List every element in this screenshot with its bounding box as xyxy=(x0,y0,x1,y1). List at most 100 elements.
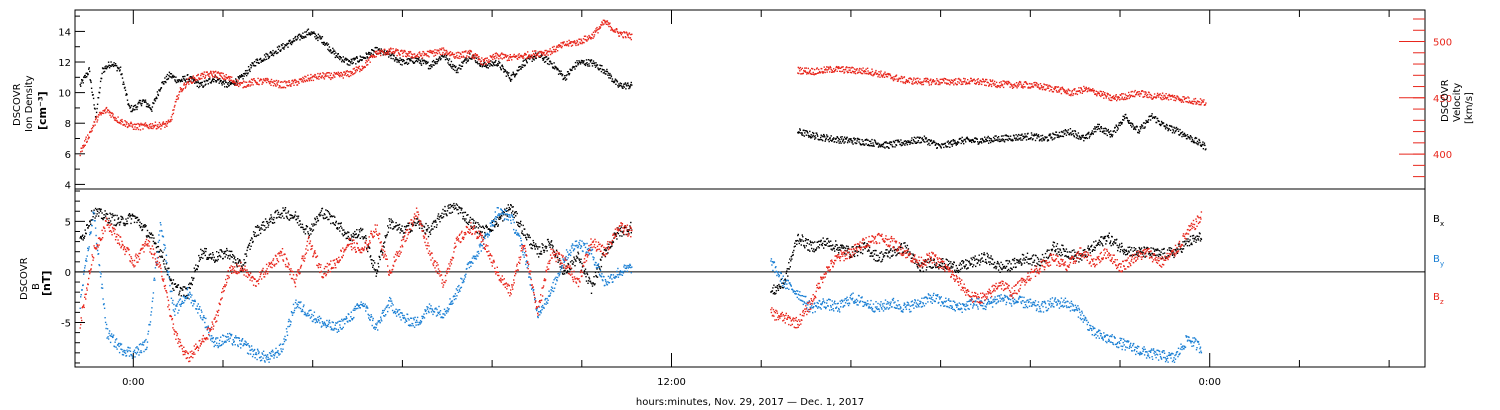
bx-point xyxy=(585,276,587,278)
velocity-point xyxy=(182,89,184,91)
density-point xyxy=(825,138,827,141)
velocity-point xyxy=(842,66,844,68)
velocity-point xyxy=(345,72,347,74)
velocity-point xyxy=(1048,84,1050,87)
velocity-point xyxy=(986,78,988,81)
density-point xyxy=(282,43,284,45)
bx-point xyxy=(101,212,103,214)
bx-point xyxy=(578,259,581,261)
density-point xyxy=(516,73,518,75)
velocity-point xyxy=(950,79,952,81)
bx-point xyxy=(453,202,455,205)
density-point xyxy=(372,53,374,56)
bx-point xyxy=(563,273,566,275)
bx-point xyxy=(578,258,580,260)
velocity-point xyxy=(458,55,461,57)
density-point xyxy=(808,135,810,137)
density-point xyxy=(609,72,611,75)
velocity-point xyxy=(115,117,117,120)
velocity-point xyxy=(977,81,979,83)
density-point xyxy=(294,35,297,38)
velocity-point xyxy=(886,73,888,75)
bx-point xyxy=(291,217,293,219)
velocity-point xyxy=(1164,97,1167,99)
velocity-point xyxy=(1177,96,1179,98)
velocity-point xyxy=(493,55,495,58)
velocity-point xyxy=(911,81,914,83)
bx-point xyxy=(106,218,108,220)
velocity-point xyxy=(1016,87,1018,89)
velocity-point xyxy=(350,74,352,77)
density-point xyxy=(581,61,583,63)
velocity-point xyxy=(618,35,621,37)
velocity-point xyxy=(323,78,326,80)
density-point xyxy=(966,136,968,138)
bx-point xyxy=(322,214,324,217)
density-point xyxy=(179,80,182,83)
velocity-point xyxy=(851,66,853,68)
velocity-point xyxy=(610,29,612,31)
velocity-point xyxy=(352,73,354,76)
velocity-point xyxy=(607,23,609,26)
velocity-point xyxy=(881,75,883,77)
bx-point xyxy=(538,252,540,255)
velocity-point xyxy=(247,84,250,86)
velocity-point xyxy=(371,55,373,58)
density-point xyxy=(1183,132,1186,135)
velocity-point xyxy=(854,72,857,75)
bx-point xyxy=(461,207,463,210)
density-point xyxy=(951,140,953,142)
bx-point xyxy=(171,282,174,284)
velocity-point xyxy=(139,129,142,131)
velocity-point xyxy=(171,113,174,116)
bx-point xyxy=(535,245,537,247)
density-point xyxy=(871,138,873,141)
bx-point xyxy=(128,214,130,216)
velocity-point xyxy=(146,125,148,128)
bx-point xyxy=(485,224,487,227)
velocity-point xyxy=(133,128,135,130)
density-point xyxy=(541,57,544,60)
density-point xyxy=(456,68,459,70)
velocity-point xyxy=(1105,95,1107,97)
density-point xyxy=(519,65,521,68)
velocity-point xyxy=(873,74,875,76)
bx-point xyxy=(518,222,520,225)
field-tick-label: -5 xyxy=(61,319,71,330)
density-point xyxy=(129,107,131,109)
velocity-point xyxy=(867,73,870,75)
density-point xyxy=(567,71,569,73)
velocity-point xyxy=(912,83,914,85)
velocity-point xyxy=(1142,96,1145,98)
density-point xyxy=(228,84,230,86)
bx-point xyxy=(200,248,202,251)
velocity-point xyxy=(419,53,421,55)
velocity-point xyxy=(1106,95,1108,97)
bx-point xyxy=(406,225,409,227)
bx-point xyxy=(529,244,531,246)
velocity-point xyxy=(1178,97,1180,99)
density-point xyxy=(280,49,282,51)
density-point xyxy=(390,57,392,60)
bx-point xyxy=(272,222,274,224)
bx-point xyxy=(448,212,451,214)
bx-point xyxy=(138,224,141,227)
density-point xyxy=(610,75,613,78)
density-point xyxy=(558,70,561,72)
velocity-point xyxy=(549,48,551,50)
velocity-point xyxy=(1036,83,1038,85)
density-point xyxy=(884,147,886,149)
velocity-point xyxy=(531,55,533,57)
velocity-point xyxy=(821,70,823,73)
density-point xyxy=(400,59,402,61)
velocity-point xyxy=(436,49,438,51)
density-point xyxy=(200,81,202,84)
velocity-point xyxy=(113,119,116,121)
bx-point xyxy=(196,268,198,271)
bx-point xyxy=(137,219,140,222)
bx-point xyxy=(248,242,251,245)
density-point xyxy=(1175,129,1177,132)
velocity-point xyxy=(384,48,386,51)
density-point xyxy=(1179,128,1181,131)
velocity-point xyxy=(276,84,279,86)
